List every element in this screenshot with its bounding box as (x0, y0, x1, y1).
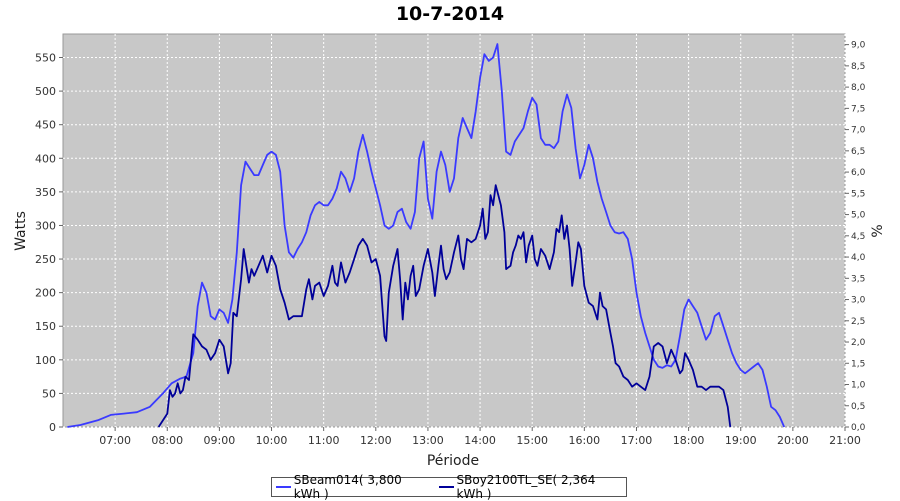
series-lines (67, 43, 786, 428)
y2-tick-label: 5,5 (851, 189, 865, 199)
y2-axis-ticks: 0,0 0,5 1,0 1,5 2,0 2,5 3,0 3,5 4,0 4,5 5,0 5,5 6,0 6… (845, 41, 866, 433)
y-tick-label: 0 (49, 421, 56, 434)
x-tick-label: 15:00 (516, 434, 548, 447)
y-axis-label: Watts (13, 211, 29, 251)
y2-tick-label: 7,5 (851, 104, 865, 114)
chart-title: 10-7-2014 (395, 3, 505, 25)
y-axis-ticks: 0 50 100 150 200 250 300 350 400 450 500 550 (35, 52, 63, 434)
y-tick-label: 550 (35, 52, 56, 65)
x-tick-label: 10:00 (256, 434, 288, 447)
x-tick-label: 09:00 (204, 434, 236, 447)
y2-tick-label: 2,5 (851, 317, 865, 327)
y2-tick-label: 4,0 (851, 253, 866, 263)
y-tick-label: 200 (35, 287, 56, 300)
x-tick-label: 21:00 (829, 434, 861, 447)
legend: SBeam014( 3,800 kWh ) SBoy2100TL_SE( 2,3… (271, 473, 627, 501)
x-tick-label: 13:00 (412, 434, 444, 447)
y2-tick-label: 7,0 (851, 126, 866, 136)
x-tick-label: 18:00 (673, 434, 705, 447)
y2-tick-label: 8,5 (851, 62, 865, 72)
y-tick-label: 300 (35, 219, 56, 232)
x-tick-label: 19:00 (725, 434, 757, 447)
y-tick-label: 500 (35, 85, 56, 98)
x-tick-label: 12:00 (360, 434, 392, 447)
x-tick-label: 11:00 (308, 434, 340, 447)
y-tick-label: 450 (35, 119, 56, 132)
plot-area (62, 33, 846, 428)
legend-item-sbeam: SBeam014( 3,800 kWh ) (276, 473, 429, 501)
series-line-1 (157, 184, 732, 428)
legend-item-sboy: SBoy2100TL_SE( 2,364 kWh ) (438, 473, 620, 501)
legend-swatch-sbeam (276, 486, 291, 488)
x-tick-label: 20:00 (777, 434, 809, 447)
y-tick-label: 350 (35, 186, 56, 199)
x-tick-label: 14:00 (464, 434, 496, 447)
y2-axis-label: % (870, 224, 886, 237)
y2-tick-label: 0,5 (851, 402, 865, 412)
y2-tick-label: 6,0 (851, 168, 866, 178)
y2-tick-label: 2,0 (851, 338, 866, 348)
y2-tick-label: 0,0 (851, 423, 866, 433)
legend-label-sbeam: SBeam014( 3,800 kWh ) (293, 473, 402, 501)
y-tick-label: 100 (35, 354, 56, 367)
y2-tick-label: 4,5 (851, 232, 865, 242)
y-tick-label: 50 (42, 387, 56, 400)
y2-tick-label: 3,0 (851, 296, 866, 306)
series-line-0 (67, 43, 786, 428)
y2-tick-label: 1,5 (851, 359, 865, 369)
y2-tick-label: 6,5 (851, 147, 865, 157)
y2-tick-label: 1,0 (851, 381, 866, 391)
legend-label-sboy: SBoy2100TL_SE( 2,364 kWh ) (456, 473, 596, 501)
y2-tick-label: 8,0 (851, 83, 866, 93)
y2-tick-label: 3,5 (851, 274, 865, 284)
y-tick-label: 150 (35, 320, 56, 333)
x-axis-ticks: 07:00 08:00 09:00 10:00 11:00 12:00 13:00 14:00… (99, 427, 861, 447)
y-tick-label: 400 (35, 152, 56, 165)
x-tick-label: 16:00 (568, 434, 600, 447)
x-axis-label: Période (427, 453, 479, 469)
x-tick-label: 08:00 (151, 434, 183, 447)
x-tick-label: 07:00 (99, 434, 131, 447)
legend-swatch-sboy (438, 486, 454, 488)
y2-tick-label: 5,0 (851, 211, 866, 221)
y-tick-label: 250 (35, 253, 56, 266)
y2-tick-label: 9,0 (851, 41, 866, 51)
x-tick-label: 17:00 (621, 434, 653, 447)
grid-lines (63, 34, 846, 428)
